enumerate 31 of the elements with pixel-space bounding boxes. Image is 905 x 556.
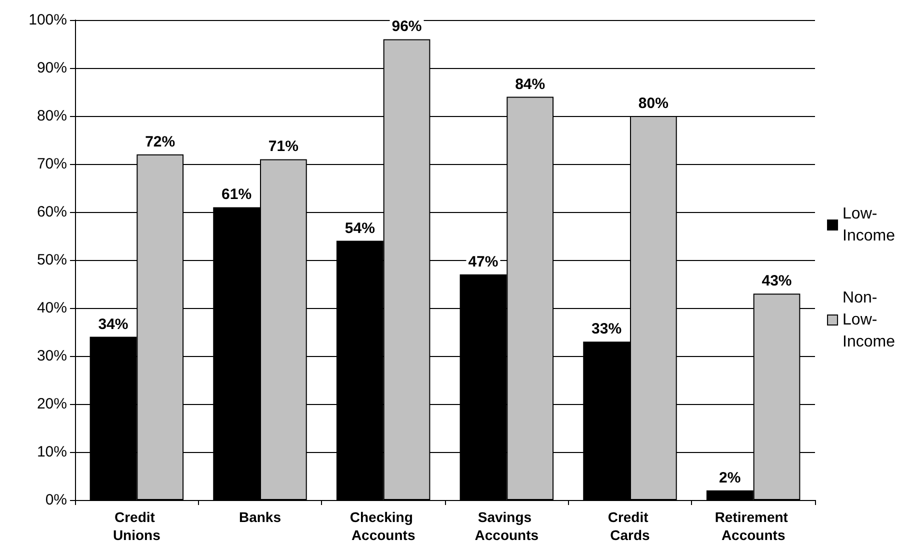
data-label: 61%	[222, 186, 252, 204]
legend-label: Low-Income	[842, 206, 896, 244]
y-tick-label: 70%	[36, 156, 67, 172]
y-tick-label: 60%	[36, 204, 67, 220]
data-label: 84%	[515, 76, 546, 93]
x-tick-label: Credit Cards	[608, 509, 652, 543]
data-label: 43%	[762, 272, 792, 290]
y-tick-label: 80%	[36, 108, 67, 124]
y-tick-label: 30%	[36, 348, 67, 364]
data-label: 54%	[344, 220, 375, 237]
data-label: 33%	[592, 320, 622, 338]
y-tick-label: 90%	[36, 60, 67, 76]
data-label: 96%	[392, 18, 422, 36]
x-tick-label: Banks	[238, 509, 282, 525]
y-tick-label: 100%	[28, 12, 67, 28]
x-tick-label: Credit Unions	[112, 509, 161, 543]
data-label: 72%	[145, 133, 176, 150]
data-label: 71%	[268, 138, 298, 156]
y-tick-label: 40%	[36, 300, 67, 316]
y-tick-label: 50%	[36, 252, 67, 268]
data-label: 47%	[468, 253, 498, 270]
data-label: 2%	[719, 469, 741, 486]
x-tick-label: Retirement Accounts	[714, 509, 792, 543]
data-label: 34%	[98, 316, 128, 333]
x-tick-label: Savings Accounts	[474, 509, 539, 543]
y-tick-label: 0%	[45, 492, 67, 508]
y-tick-label: 20%	[36, 396, 67, 412]
data-label: 80%	[638, 95, 668, 112]
x-tick-label: Checking Accounts	[350, 509, 417, 543]
legend-label: Non-Low-Income	[842, 290, 896, 350]
y-tick-label: 10%	[36, 444, 67, 460]
